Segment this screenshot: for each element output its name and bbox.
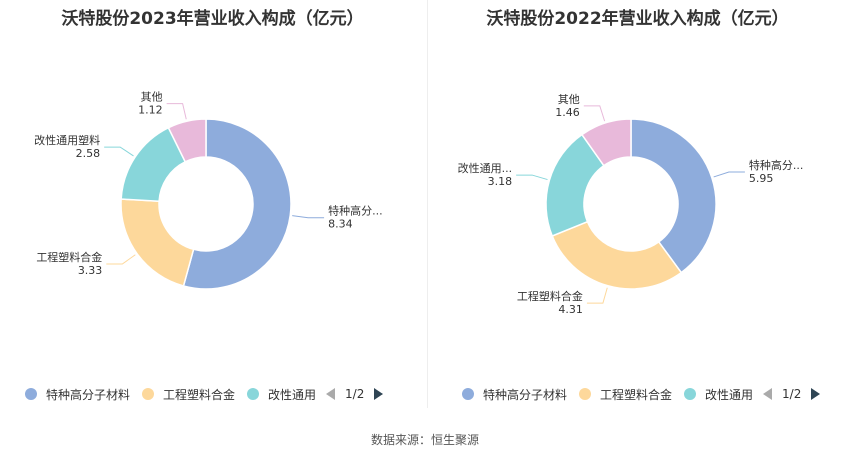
legend-dot <box>142 388 155 400</box>
chart-panel-2023: 沃特股份2023年营业收入构成（亿元） 特种高分... 8.34 工程塑料合金 3.3… <box>0 0 425 410</box>
legend-label: 工程塑料合金 <box>600 387 673 402</box>
legend-label: 改性通用 <box>705 387 754 402</box>
slice-label: 特种高分... <box>328 204 383 218</box>
label-leader-line <box>166 103 187 120</box>
panel-divider <box>427 0 428 408</box>
pager-label: 1/2 <box>345 387 365 401</box>
label-leader-line <box>713 171 745 178</box>
legend-label: 特种高分子材料 <box>483 387 568 402</box>
slice-value: 1.12 <box>138 104 163 117</box>
slice-value: 3.33 <box>78 264 103 277</box>
legend-dot <box>247 388 260 400</box>
slice-label: 工程塑料合金 <box>517 289 583 303</box>
legend-item-engineering-alloy[interactable]: 工程塑料合金 <box>142 386 235 403</box>
label-leader-line <box>292 215 325 219</box>
legend-item-modified-general[interactable]: 改性通用 <box>247 386 316 403</box>
donut-slice[interactable] <box>182 118 292 290</box>
legend-dot <box>579 388 592 400</box>
donut-slice[interactable] <box>551 220 683 290</box>
chart-title: 沃特股份2023年营业收入构成（亿元） <box>61 9 364 29</box>
chart-panel-2022: 沃特股份2022年营业收入构成（亿元） 特种高分... 5.95 工程塑料合金 4.3… <box>425 0 850 410</box>
slice-label: 改性通用塑料 <box>34 133 100 147</box>
label-leader-line <box>516 174 548 181</box>
legend-item-special-polymer[interactable]: 特种高分子材料 <box>462 386 567 403</box>
legend-dot <box>462 388 474 400</box>
slice-label: 其他 <box>141 91 163 104</box>
slice-value: 1.46 <box>555 106 580 119</box>
donut-slice[interactable] <box>630 118 717 274</box>
donut-slice[interactable] <box>120 198 195 287</box>
slice-value: 5.95 <box>749 172 774 185</box>
legend-dot <box>25 388 37 400</box>
next-page-icon[interactable] <box>374 388 384 400</box>
pager-label: 1/2 <box>782 387 802 401</box>
slice-value: 3.18 <box>488 175 513 188</box>
donut-slice[interactable] <box>580 118 632 167</box>
slice-value: 8.34 <box>328 218 353 231</box>
legend-item-engineering-alloy[interactable]: 工程塑料合金 <box>579 386 672 403</box>
chart-title: 沃特股份2022年营业收入构成（亿元） <box>486 9 789 29</box>
prev-page-icon[interactable] <box>763 388 773 400</box>
legend-label: 特种高分子材料 <box>46 387 131 402</box>
label-leader-line <box>586 287 608 304</box>
next-page-icon[interactable] <box>811 388 821 400</box>
label-leader-line <box>106 254 136 265</box>
data-source: 数据来源：恒生聚源 <box>370 433 479 447</box>
donut-slice[interactable] <box>167 118 207 163</box>
legend-label: 改性通用 <box>268 387 317 402</box>
legend: 特种高分子材料 工程塑料合金 改性通用 1/2 <box>462 384 821 404</box>
legend: 特种高分子材料 工程塑料合金 改性通用 1/2 <box>25 384 384 404</box>
slice-label: 其他 <box>558 93 580 106</box>
legend-item-special-polymer[interactable]: 特种高分子材料 <box>25 386 130 403</box>
legend-item-modified-general[interactable]: 改性通用 <box>684 386 753 403</box>
slice-value: 4.31 <box>558 303 583 316</box>
slice-label: 特种高分... <box>749 158 804 172</box>
legend-label: 工程塑料合金 <box>163 387 236 402</box>
legend-dot <box>684 388 697 400</box>
label-leader-line <box>104 146 134 157</box>
slice-label: 改性通用... <box>458 161 513 175</box>
legend-pager: 1/2 <box>326 387 384 401</box>
prev-page-icon[interactable] <box>326 388 336 400</box>
slice-value: 2.58 <box>76 147 101 160</box>
slice-label: 工程塑料合金 <box>36 250 102 264</box>
legend-pager: 1/2 <box>763 387 821 401</box>
label-leader-line <box>583 105 606 122</box>
